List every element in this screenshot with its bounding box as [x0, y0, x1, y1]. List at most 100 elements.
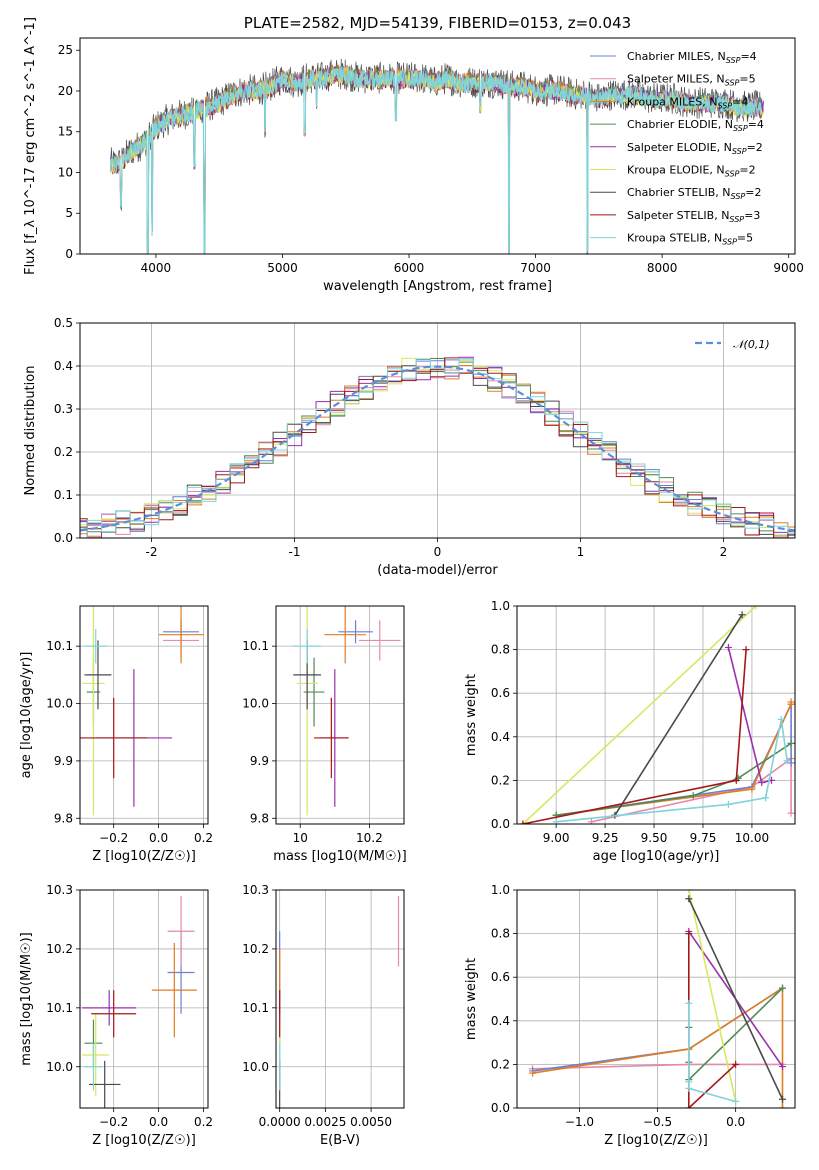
x-tick-label: 10.2 [356, 831, 383, 845]
y-tick-label: 1.0 [491, 883, 510, 897]
spectrum-line [109, 67, 762, 254]
marker [787, 759, 795, 767]
y-tick-label: 0.2 [491, 773, 510, 787]
y-tick-label: 10.2 [46, 942, 73, 956]
x-axis-label: (data-model)/error [377, 563, 498, 578]
data-point [91, 990, 137, 1038]
marker [777, 715, 785, 723]
y-tick-label: 1.0 [491, 599, 510, 613]
legend-label: 𝒩(0,1) [733, 338, 770, 351]
legend-label: Chabrier ELODIE, NSSP=4 [627, 118, 764, 133]
mass-vs-Z-panel: −0.2 0.0 0.2 10.0 10.1 10.2 10.3 Z [log10(Z/Z☉)… [19, 883, 213, 1148]
x-axis-label: Z [log10(Z/Z☉)] [604, 1133, 708, 1148]
legend-label: Kroupa ELODIE, NSSP=2 [627, 164, 756, 179]
y-tick-label: 9.8 [250, 811, 269, 825]
y-tick-label: 0.4 [54, 359, 73, 373]
x-tick-label: 0.0 [149, 831, 168, 845]
marker [732, 1097, 740, 1105]
x-tick-label: 0.0 [726, 1115, 745, 1129]
legend-label: Kroupa STELIB, NSSP=5 [627, 232, 753, 247]
y-tick-label: 10.0 [46, 1060, 73, 1074]
legend-label-main: Chabrier STELIB, N [627, 186, 731, 199]
x-tick-label: 9.75 [690, 831, 717, 845]
data-point [84, 628, 107, 664]
legend-label-value: =2 [747, 141, 763, 154]
legend-label-sub: SSP [733, 124, 748, 133]
normal-curve [80, 365, 795, 532]
histogram-series [80, 357, 795, 538]
x-tick-label: 9.00 [543, 831, 570, 845]
massweight-vs-age-plot-area [519, 606, 795, 824]
marker [783, 757, 791, 765]
data-point [151, 943, 197, 1038]
data-point [88, 1060, 121, 1108]
y-tick-label: 10.1 [46, 1001, 73, 1015]
y-axis-label: mass [log10(M/M☉)] [19, 932, 34, 1065]
marker [738, 611, 746, 619]
histogram-series [80, 365, 795, 537]
residual-histogram-panel: -2 -1 0 1 2 0.0 0.1 0.2 0.3 0.4 0.5 (data-model)/er… [23, 316, 796, 578]
y-axis-label: age [log10(age/yr)] [19, 652, 34, 779]
plot-frame [516, 889, 796, 1109]
age-vs-mass-plot-area [293, 606, 401, 816]
x-tick-label: 8000 [647, 261, 678, 275]
y-tick-label: 0.1 [54, 488, 73, 502]
x-tick-label: 4000 [141, 261, 172, 275]
y-tick-label: 0.8 [491, 643, 510, 657]
marker [685, 1104, 693, 1108]
y-tick-label: 0.3 [54, 402, 73, 416]
legend-label-sub: SSP [722, 238, 737, 247]
marker [724, 643, 732, 651]
marker [752, 606, 760, 610]
plot-frame [79, 37, 796, 255]
x-tick-label: 0.2 [194, 1115, 213, 1129]
legend-label-main: Kroupa MILES, N [627, 95, 717, 108]
legend-label-main: Salpeter STELIB, N [627, 209, 729, 222]
marker [724, 800, 732, 808]
x-tick-label: 0 [434, 545, 442, 559]
y-tick-label: 0.4 [491, 730, 510, 744]
data-point [82, 1013, 110, 1097]
x-tick-label: 9.25 [592, 831, 619, 845]
y-tick-label: 0.0 [54, 531, 73, 545]
data-point [80, 697, 148, 779]
x-tick-label: -1 [289, 545, 301, 559]
plot-frame [79, 605, 209, 825]
y-tick-label: 0.5 [54, 316, 73, 330]
x-axis-label: wavelength [Angstrom, rest frame] [323, 279, 552, 294]
y-tick-label: 10.3 [242, 883, 269, 897]
legend-label-main: Chabrier MILES, N [627, 50, 726, 63]
y-tick-label: 10.1 [242, 1001, 269, 1015]
y-tick-label: 0.0 [491, 817, 510, 831]
mass-weight-series [556, 742, 792, 817]
marker [685, 890, 693, 894]
marker [685, 999, 693, 1007]
data-point [84, 640, 112, 710]
x-axis-label: age [log10(age/yr)] [593, 849, 720, 864]
y-tick-label: 9.8 [54, 811, 73, 825]
age-vs-mass-panel: 10 10.2 9.8 9.9 10.0 10.1 mass [log10(M/M☉)] [242, 605, 407, 864]
y-tick-label: 0.0 [491, 1101, 510, 1115]
legend-label-sub: SSP [725, 170, 740, 179]
legend-label-main: Kroupa ELODIE, N [627, 164, 725, 177]
x-tick-label: 6000 [394, 261, 425, 275]
data-point [338, 620, 373, 644]
marker [779, 1095, 787, 1103]
legend-label-value: =4 [740, 50, 756, 63]
legend-label-main: Chabrier ELODIE, N [627, 118, 733, 131]
y-tick-label: 10 [58, 165, 73, 179]
mass-weight-series [688, 898, 784, 1100]
legend-label-main: Salpeter MILES, N [627, 73, 725, 86]
marker [779, 984, 787, 992]
marker [762, 794, 770, 802]
mass-weight-series [556, 719, 788, 823]
y-tick-label: 0.6 [491, 970, 510, 984]
legend-label-value: =4 [732, 95, 748, 108]
x-tick-label: 0.2 [194, 831, 213, 845]
marker [519, 820, 527, 824]
x-tick-label: −1.0 [565, 1115, 594, 1129]
y-tick-label: 10.0 [242, 697, 269, 711]
data-point [324, 606, 366, 664]
x-tick-label: −0.5 [643, 1115, 672, 1129]
